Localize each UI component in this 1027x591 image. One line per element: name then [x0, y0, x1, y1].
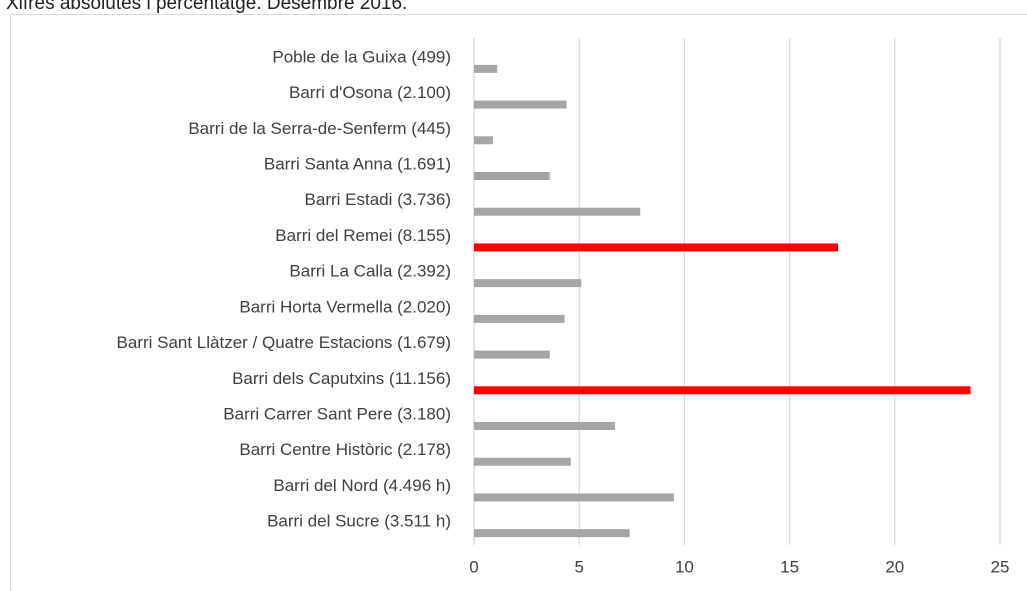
bar [474, 350, 550, 359]
bar [474, 422, 615, 430]
y-tick-label: Barri d'Osona (2.100) [289, 83, 451, 102]
x-tick-label: 10 [675, 557, 694, 576]
y-tick-label: Barri La Calla (2.392) [289, 262, 451, 281]
bar [474, 207, 641, 216]
y-tick-label: Poble de la Guixa (499) [272, 47, 451, 66]
y-tick-label: Barri del Sucre (3.511 h) [267, 512, 451, 531]
y-tick-label: Barri Estadi (3.736) [305, 190, 451, 209]
y-tick-label: Barri de la Serra-de-Senferm (445) [188, 119, 451, 138]
bar [474, 243, 838, 252]
y-tick-label: Barri del Nord (4.496 h) [273, 476, 451, 495]
bar [474, 386, 971, 395]
x-tick-label: 20 [885, 557, 904, 576]
bar [474, 64, 498, 73]
bar [474, 529, 630, 538]
x-tick-label: 5 [574, 557, 583, 576]
y-tick-label: Barri Sant Llàtzer / Quatre Estacions (1… [117, 333, 452, 352]
bar [474, 172, 550, 180]
bar [474, 314, 565, 323]
x-tick-label: 15 [780, 557, 799, 576]
y-tick-label: Barri Carrer Sant Pere (3.180) [223, 404, 451, 423]
bar [474, 493, 674, 502]
bar [474, 136, 493, 145]
bar [474, 279, 582, 288]
x-tick-label: 0 [469, 557, 478, 576]
y-tick-label: Barri Horta Vermella (2.020) [239, 297, 451, 316]
chart-subtitle: Xifres absolutes i percentatge. Desembre… [6, 0, 407, 14]
bar [474, 457, 571, 466]
y-tick-label: Barri dels Caputxins (11.156) [232, 369, 451, 388]
bar [474, 100, 567, 109]
y-tick-label: Barri del Remei (8.155) [275, 226, 451, 245]
y-tick-label: Barri Centre Històric (2.178) [239, 440, 451, 459]
x-tick-label: 25 [991, 557, 1010, 576]
y-tick-label: Barri Santa Anna (1.691) [264, 154, 451, 173]
